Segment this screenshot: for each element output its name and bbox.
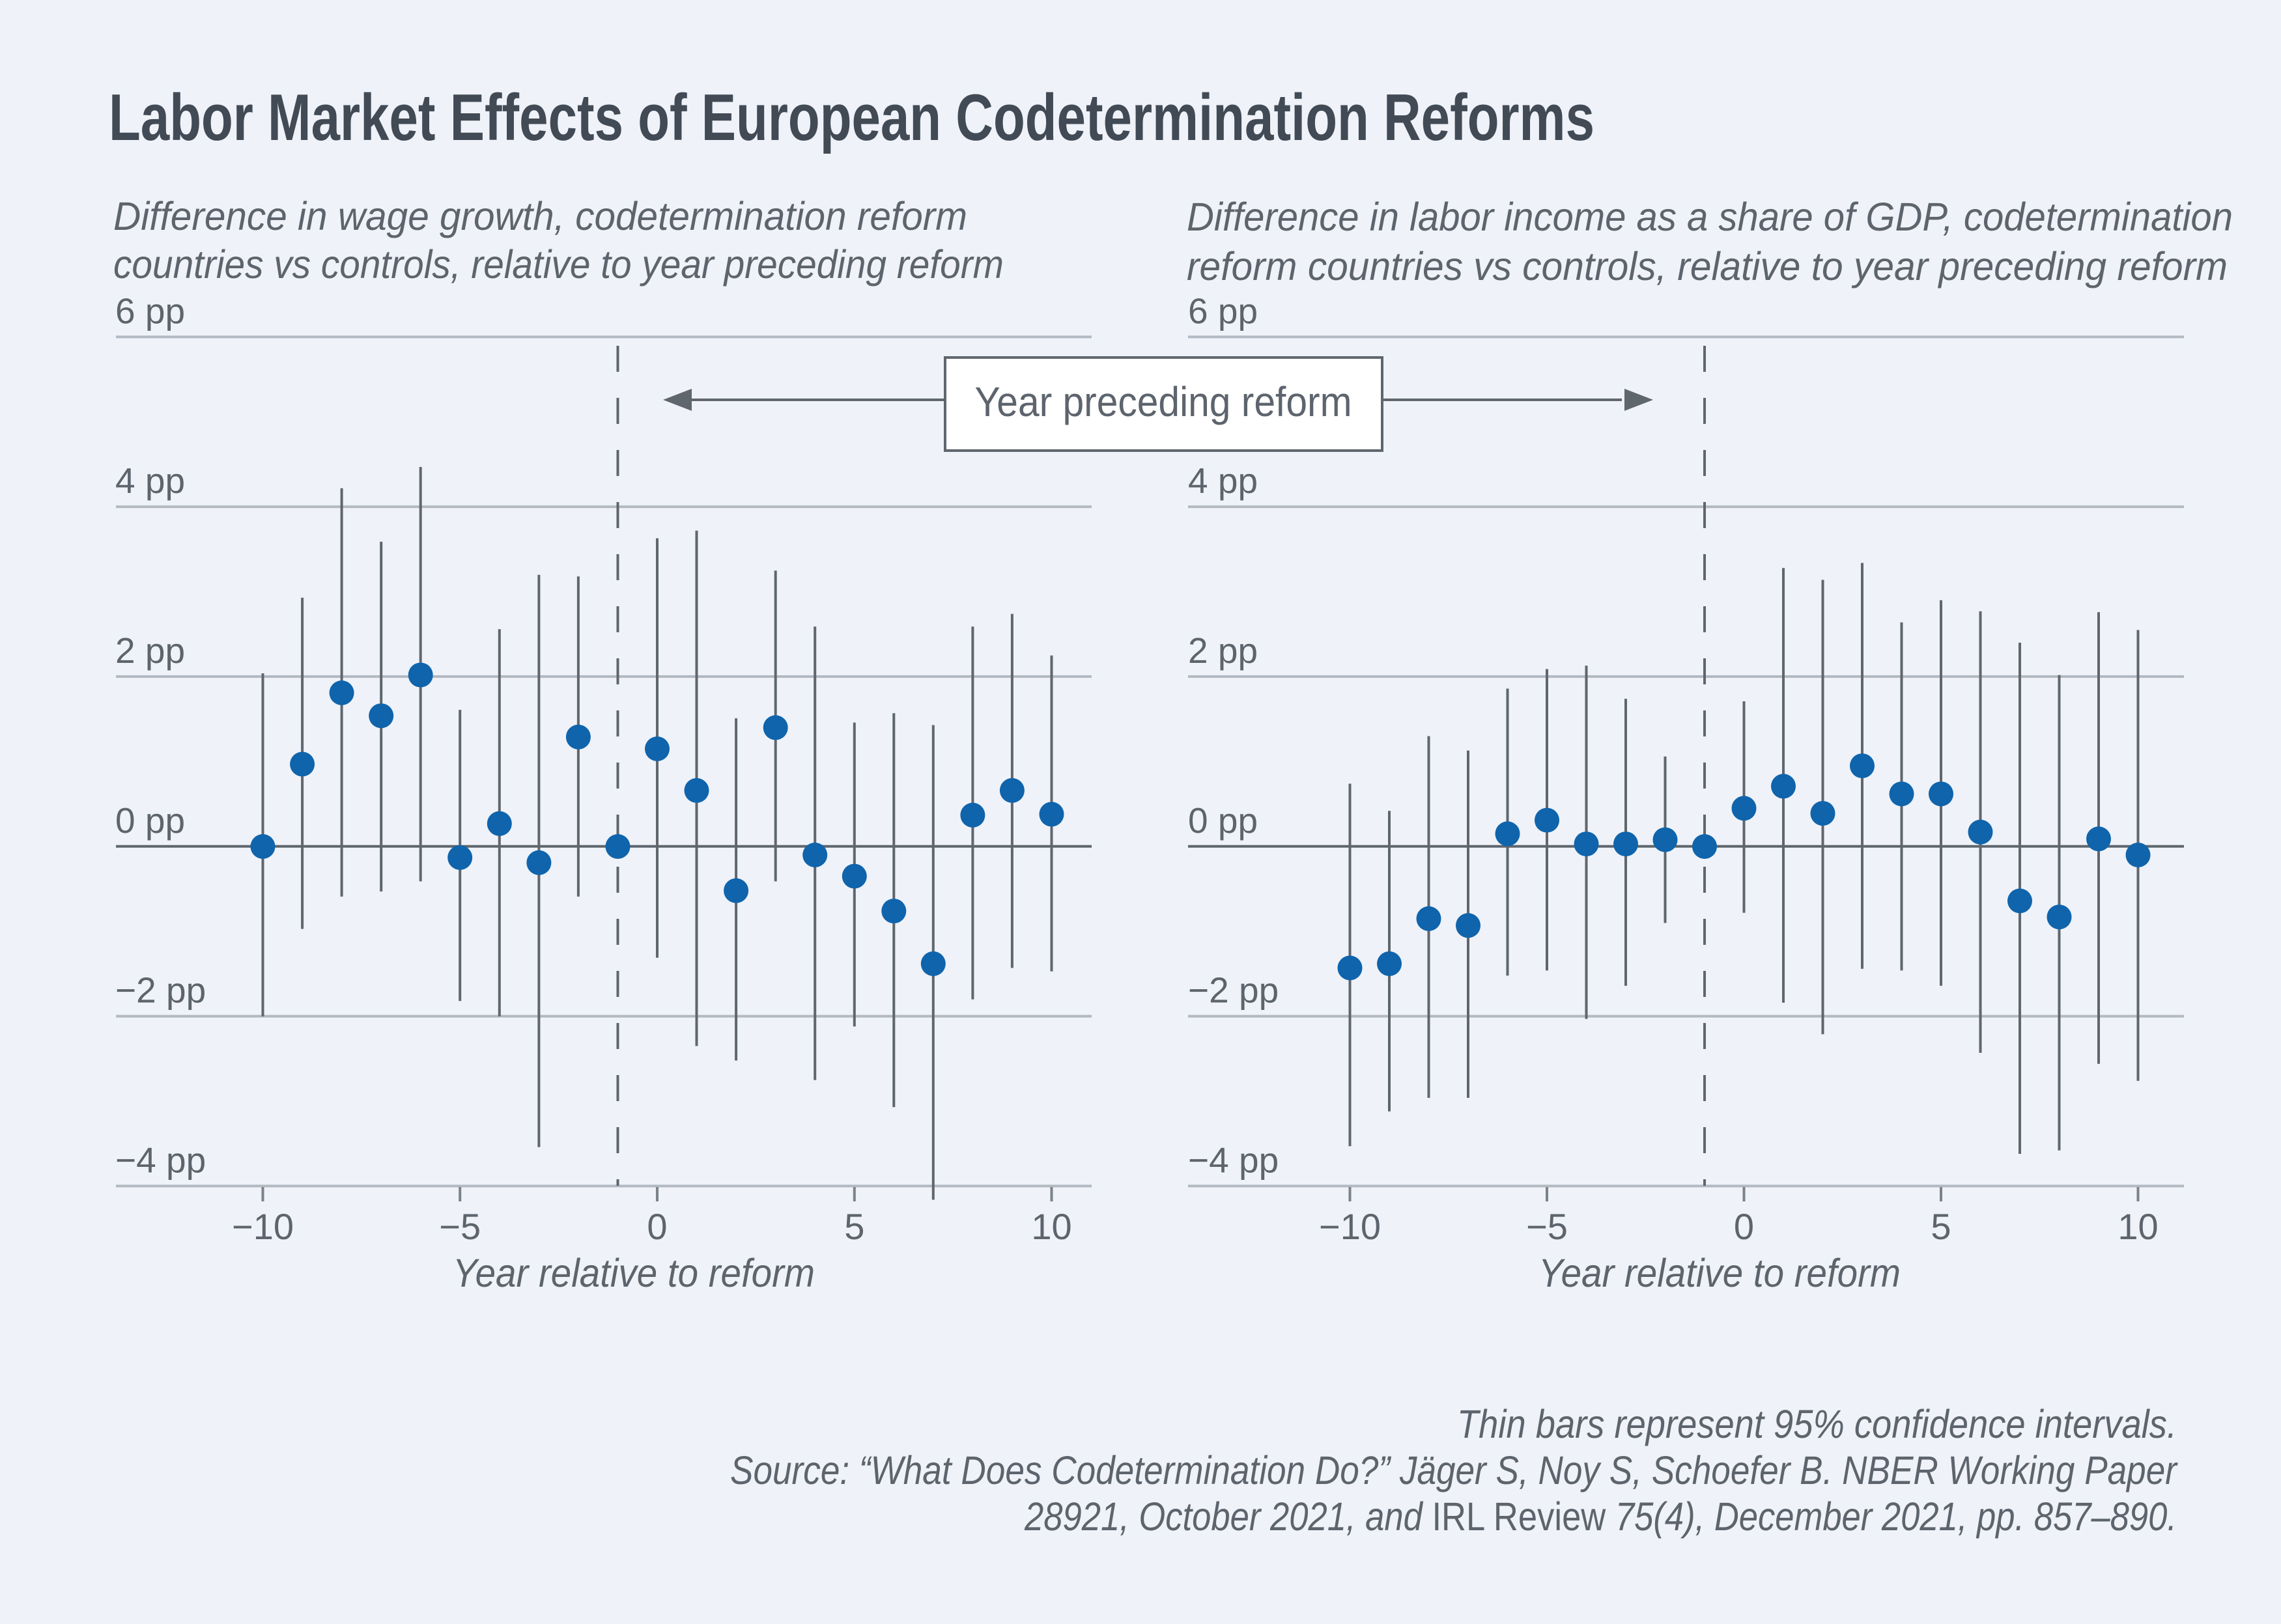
svg-text:4 pp: 4 pp xyxy=(115,460,185,501)
svg-text:2 pp: 2 pp xyxy=(1188,630,1258,671)
svg-text:2 pp: 2 pp xyxy=(115,630,185,671)
svg-text:reform countries vs controls,: reform countries vs controls, relative t… xyxy=(1187,244,2228,288)
svg-text:10: 10 xyxy=(1031,1206,1071,1247)
svg-text:0: 0 xyxy=(1734,1206,1754,1247)
svg-text:28921, October 2021, and IRL R: 28921, October 2021, and IRL Review 75(4… xyxy=(1024,1494,2177,1539)
svg-text:Difference in labor income as: Difference in labor income as a share of… xyxy=(1187,195,2233,239)
svg-text:−4 pp: −4 pp xyxy=(1188,1140,1279,1180)
svg-text:−2 pp: −2 pp xyxy=(115,970,206,1011)
svg-text:−5: −5 xyxy=(1526,1206,1568,1247)
svg-text:0 pp: 0 pp xyxy=(1188,800,1258,841)
svg-text:Labor Market Effects of Europe: Labor Market Effects of European Codeter… xyxy=(109,81,1594,154)
svg-text:Thin bars represent 95% confid: Thin bars represent 95% confidence inter… xyxy=(1457,1402,2177,1446)
svg-text:−2 pp: −2 pp xyxy=(1188,970,1279,1011)
svg-text:−10: −10 xyxy=(232,1206,294,1247)
svg-text:Year relative to reform: Year relative to reform xyxy=(453,1251,815,1295)
svg-text:6 pp: 6 pp xyxy=(115,290,185,331)
svg-text:−10: −10 xyxy=(1319,1206,1381,1247)
svg-text:10: 10 xyxy=(2118,1206,2158,1247)
svg-text:0 pp: 0 pp xyxy=(115,800,185,841)
svg-text:Difference in wage growth, cod: Difference in wage growth, codeterminati… xyxy=(113,194,967,238)
svg-text:5: 5 xyxy=(1931,1206,1951,1247)
svg-text:Year relative to reform: Year relative to reform xyxy=(1538,1251,1901,1295)
svg-text:Source: “What Does Codetermina: Source: “What Does Codetermination Do?” … xyxy=(730,1448,2178,1492)
svg-text:−5: −5 xyxy=(439,1206,481,1247)
svg-text:countries vs controls, relativ: countries vs controls, relative to year … xyxy=(113,242,1004,287)
svg-text:5: 5 xyxy=(844,1206,864,1247)
svg-text:−4 pp: −4 pp xyxy=(115,1140,206,1180)
svg-text:6 pp: 6 pp xyxy=(1188,290,1258,331)
svg-text:0: 0 xyxy=(647,1206,667,1247)
svg-text:4 pp: 4 pp xyxy=(1188,460,1258,501)
svg-text:Year preceding reform: Year preceding reform xyxy=(975,378,1352,425)
